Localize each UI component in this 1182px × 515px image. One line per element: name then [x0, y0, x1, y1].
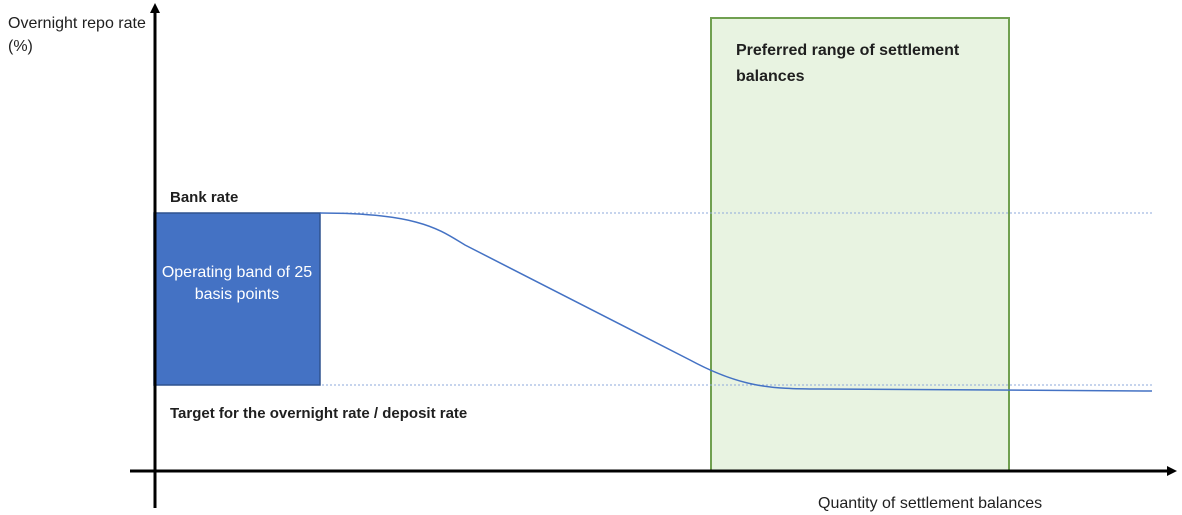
operating-band-box: [153, 212, 321, 386]
bank-rate-label: Bank rate: [170, 189, 239, 206]
preferred-range-box: [710, 17, 1010, 472]
demand-curve: [319, 212, 1153, 392]
x-axis-label: Quantity of settlement balances: [818, 495, 1043, 512]
preferred-range-label: Preferred range of settlement balances: [736, 42, 960, 85]
y-axis-label: Overnight repo rate (%): [8, 15, 146, 55]
operating-band-label: Operating band of 25 basis points: [161, 264, 313, 303]
target-rate-label: Target for the overnight rate / deposit …: [170, 405, 468, 422]
